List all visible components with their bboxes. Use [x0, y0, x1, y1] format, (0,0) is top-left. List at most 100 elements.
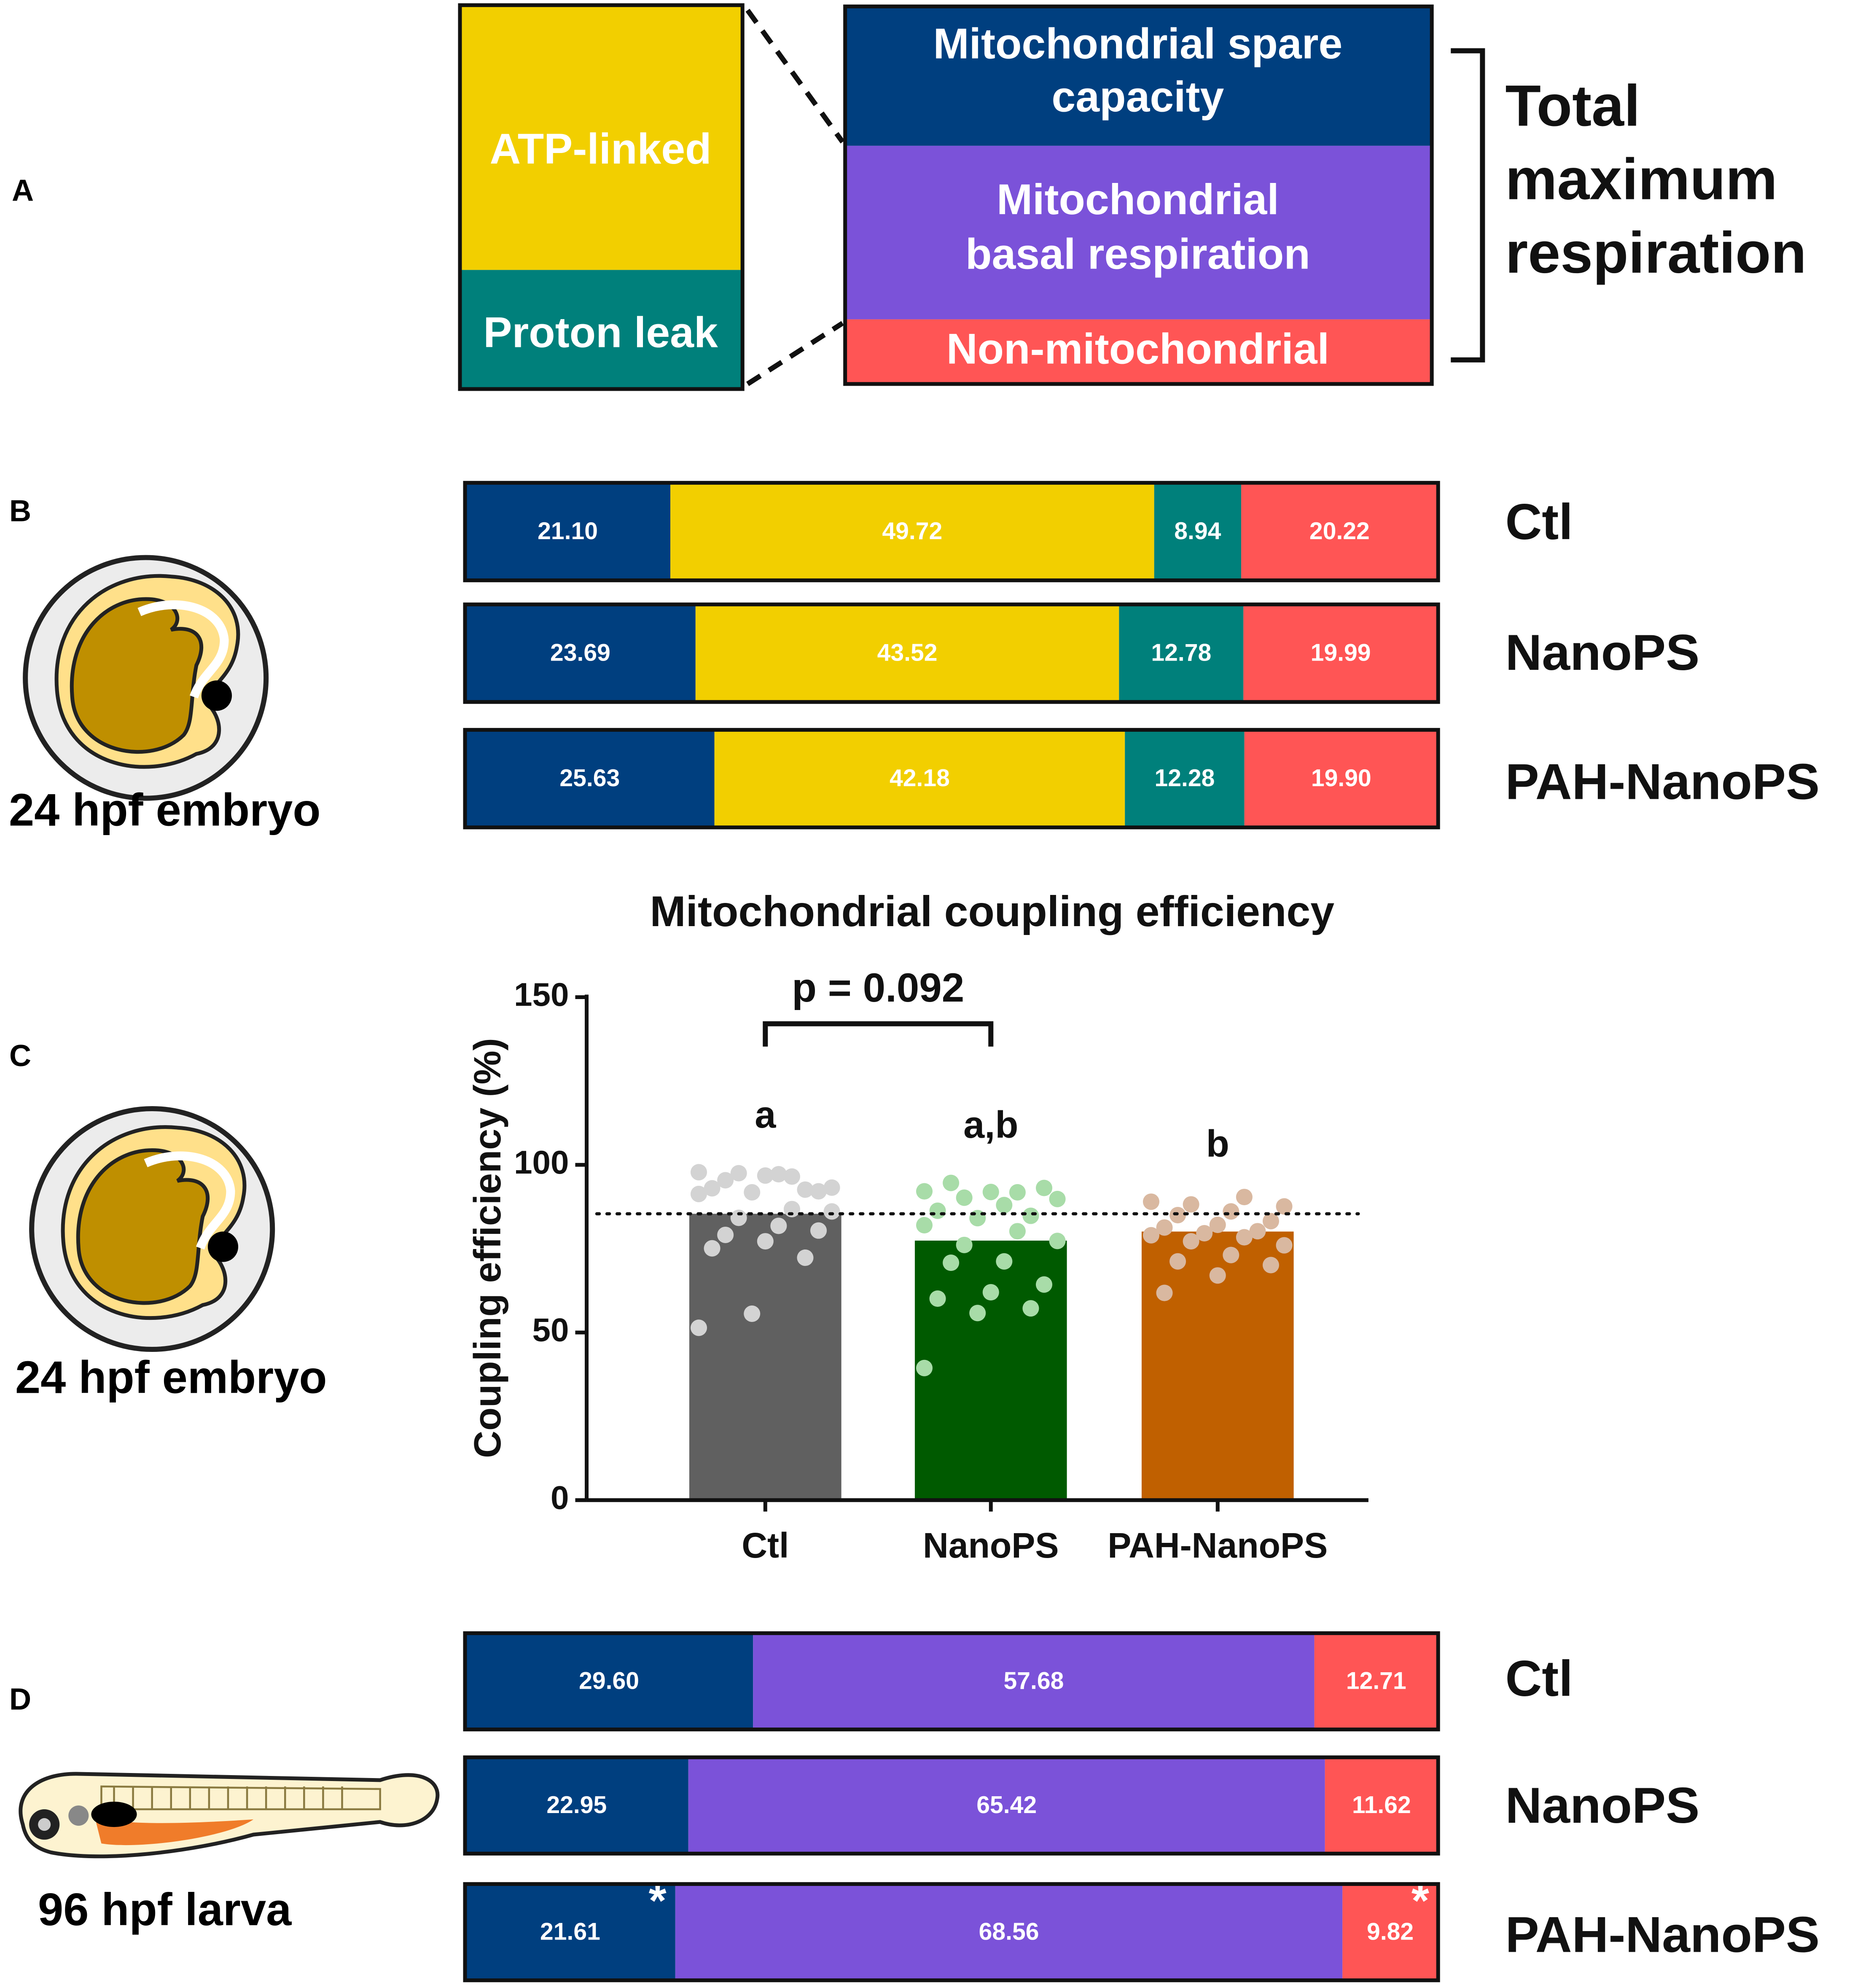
data-point: [1209, 1217, 1226, 1233]
organism-label: 24 hpf embryo: [15, 1352, 327, 1403]
value-label: 9.82: [1367, 1918, 1414, 1945]
data-point: [730, 1165, 747, 1182]
y-axis-label: Coupling efficiency (%): [466, 1038, 509, 1458]
x-tick-label: Ctl: [742, 1526, 789, 1565]
data-point: [956, 1189, 973, 1206]
data-point: [1276, 1198, 1293, 1215]
y-tick-label: 100: [514, 1144, 569, 1181]
data-point: [1022, 1300, 1039, 1317]
legend-text: basal respiration: [965, 229, 1310, 278]
panel-label: B: [9, 494, 31, 528]
data-point: [1009, 1223, 1026, 1240]
data-point: [757, 1233, 774, 1250]
data-point: [1156, 1284, 1173, 1301]
data-point: [690, 1319, 707, 1336]
data-point: [823, 1203, 840, 1220]
y-tick-label: 50: [532, 1311, 569, 1349]
value-label: 8.94: [1174, 518, 1221, 545]
value-label: 21.10: [538, 518, 598, 545]
x-tick-label: NanoPS: [923, 1526, 1059, 1565]
legend-text: Mitochondrial spare: [933, 19, 1343, 67]
y-tick-label: 0: [551, 1479, 569, 1516]
data-point: [1249, 1223, 1266, 1240]
value-label: 12.71: [1346, 1668, 1406, 1695]
legend-outline: [458, 3, 745, 391]
bar-outline: [463, 1631, 1440, 1732]
data-point: [996, 1253, 1013, 1270]
category-label: PAH-NanoPS: [1505, 1906, 1820, 1963]
data-point: [757, 1167, 774, 1184]
data-point: [797, 1181, 814, 1198]
group-letter: a,b: [963, 1104, 1018, 1146]
bar-segment: [1154, 483, 1242, 580]
value-label: 25.63: [559, 765, 620, 792]
data-point: [956, 1236, 973, 1253]
data-point: [717, 1172, 734, 1189]
group-letter: b: [1206, 1123, 1229, 1165]
data-point: [1209, 1267, 1226, 1284]
bar-outline: [463, 1882, 1440, 1983]
panel-label: D: [9, 1683, 31, 1717]
legend-text: Mitochondrial: [997, 175, 1279, 223]
bar-segment: [465, 604, 696, 702]
value-label: 42.18: [890, 765, 950, 792]
value-label: 29.60: [579, 1668, 639, 1695]
data-point: [1262, 1213, 1280, 1230]
legend-box: [845, 145, 1432, 320]
significance-bracket: [763, 1021, 994, 1047]
value-label: 65.42: [976, 1792, 1037, 1819]
bar-segment: [465, 730, 715, 827]
category-label: PAH-NanoPS: [1505, 753, 1820, 810]
category-label: NanoPS: [1505, 1777, 1699, 1834]
data-point: [1183, 1233, 1199, 1250]
bar-segment: [1243, 604, 1438, 702]
bracket-label: respiration: [1505, 220, 1806, 285]
zoom-line: [746, 321, 844, 386]
data-point: [929, 1290, 946, 1307]
value-label: 68.56: [979, 1918, 1039, 1945]
value-label: 12.78: [1151, 639, 1211, 666]
value-label: 23.69: [550, 639, 610, 666]
bar-segment: [1342, 1884, 1438, 1980]
embryo-icon: [29, 1106, 275, 1352]
legend-text: capacity: [1051, 73, 1224, 121]
category-label: Ctl: [1505, 1650, 1573, 1707]
data-point: [783, 1168, 800, 1185]
y-tick-label: 150: [514, 976, 569, 1013]
bar-outline: [463, 602, 1440, 704]
data-point: [810, 1183, 827, 1200]
bar-segment: [465, 483, 671, 580]
bracket-label: Total: [1505, 73, 1640, 138]
data-point: [744, 1305, 761, 1322]
value-label: 11.62: [1352, 1792, 1411, 1819]
legend-box: [460, 5, 743, 270]
data-point: [744, 1184, 761, 1201]
bar-segment: [1241, 483, 1438, 580]
legend-box: [460, 270, 743, 389]
organism-label: 96 hpf larva: [38, 1884, 292, 1935]
data-point: [717, 1226, 734, 1244]
bar-segment: [714, 730, 1125, 827]
data-point: [943, 1254, 960, 1271]
data-point: [1183, 1196, 1199, 1213]
panel-label: C: [9, 1039, 31, 1073]
bar-segment: [695, 604, 1119, 702]
data-point: [1236, 1189, 1253, 1206]
data-point: [730, 1209, 747, 1226]
data-point: [1009, 1184, 1026, 1201]
legend-box: [845, 319, 1432, 384]
bar-segment: [1325, 1757, 1438, 1854]
panel-label: A: [12, 174, 34, 207]
bracket-label: maximum: [1505, 147, 1777, 212]
bar-segment: [1125, 730, 1245, 827]
value-label: 43.52: [877, 639, 938, 666]
larva-icon: [19, 1772, 440, 1859]
data-point: [1223, 1203, 1239, 1220]
data-point: [1049, 1233, 1066, 1249]
bar-segment: [1244, 730, 1438, 827]
data-point: [982, 1284, 999, 1301]
data-point: [943, 1174, 960, 1191]
data-point: [770, 1217, 787, 1234]
bar-segment: [753, 1633, 1315, 1730]
